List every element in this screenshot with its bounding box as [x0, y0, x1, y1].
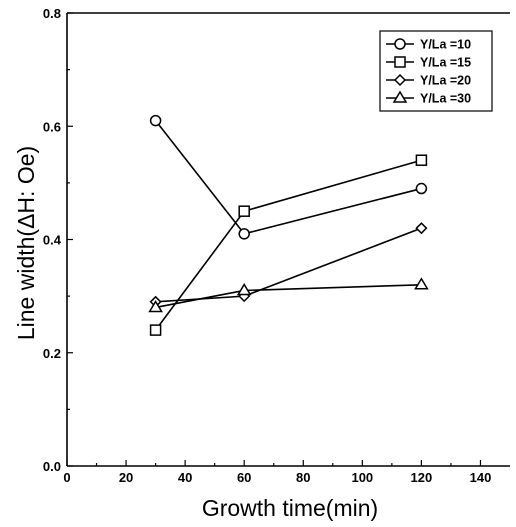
series-line: [154, 120, 422, 235]
y-tick-label: 0.6: [43, 119, 61, 134]
data-point-diamond: [415, 222, 428, 235]
legend-entry: Y/La =20: [386, 74, 471, 88]
data-point-circle: [394, 38, 406, 50]
legend: Y/La =10 Y/La =15 Y/La =20 Y/La =30: [379, 30, 493, 112]
x-axis-ticks: 0 20 40 60 80 100 120 140: [63, 460, 491, 485]
series-line: [155, 284, 422, 309]
series-layer: [148, 114, 429, 336]
data-point-circle: [149, 114, 162, 127]
x-tick-label: 60: [237, 470, 251, 485]
legend-entry: Y/La =10: [386, 38, 471, 52]
legend-label: Y/La =10: [420, 38, 471, 52]
legend-entry: Y/La =30: [386, 90, 471, 106]
y-tick-label: 0.8: [43, 6, 61, 21]
data-point-triangle: [414, 277, 429, 290]
data-point-circle: [415, 182, 428, 195]
data-point-square: [238, 205, 250, 217]
legend-entry: Y/La =15: [386, 56, 471, 70]
legend-label: Y/La =20: [420, 74, 471, 88]
series-2: [149, 154, 428, 336]
data-point-circle: [238, 228, 250, 240]
series-line: [154, 159, 422, 331]
x-tick-label: 40: [178, 470, 192, 485]
x-tick-label: 0: [63, 470, 70, 485]
y-tick-label: 0.4: [43, 233, 62, 248]
data-point-triangle: [392, 90, 408, 103]
data-point-diamond: [393, 73, 407, 87]
legend-label: Y/La =30: [420, 92, 471, 106]
data-point-square: [415, 154, 428, 166]
series-1: [149, 114, 428, 240]
series-3: [149, 222, 428, 308]
x-tick-label: 80: [296, 470, 310, 485]
x-axis-title: Growth time(min): [202, 495, 378, 521]
x-tick-label: 140: [470, 470, 492, 485]
data-point-triangle: [148, 299, 163, 313]
series-line: [155, 227, 422, 303]
series-4: [148, 277, 429, 313]
y-axis-ticks: 0.0 0.2 0.4 0.6 0.8: [43, 6, 73, 474]
y-axis-title: Line width(ΔH: Oe): [13, 146, 39, 340]
x-tick-label: 100: [351, 470, 373, 485]
y-tick-label: 0.0: [43, 459, 61, 474]
x-tick-label: 120: [411, 470, 433, 485]
data-point-square: [149, 324, 162, 336]
data-point-triangle: [236, 283, 252, 296]
x-tick-label: 20: [119, 470, 133, 485]
y-tick-label: 0.2: [43, 346, 61, 361]
data-point-square: [394, 56, 406, 68]
legend-label: Y/La =15: [420, 56, 471, 70]
